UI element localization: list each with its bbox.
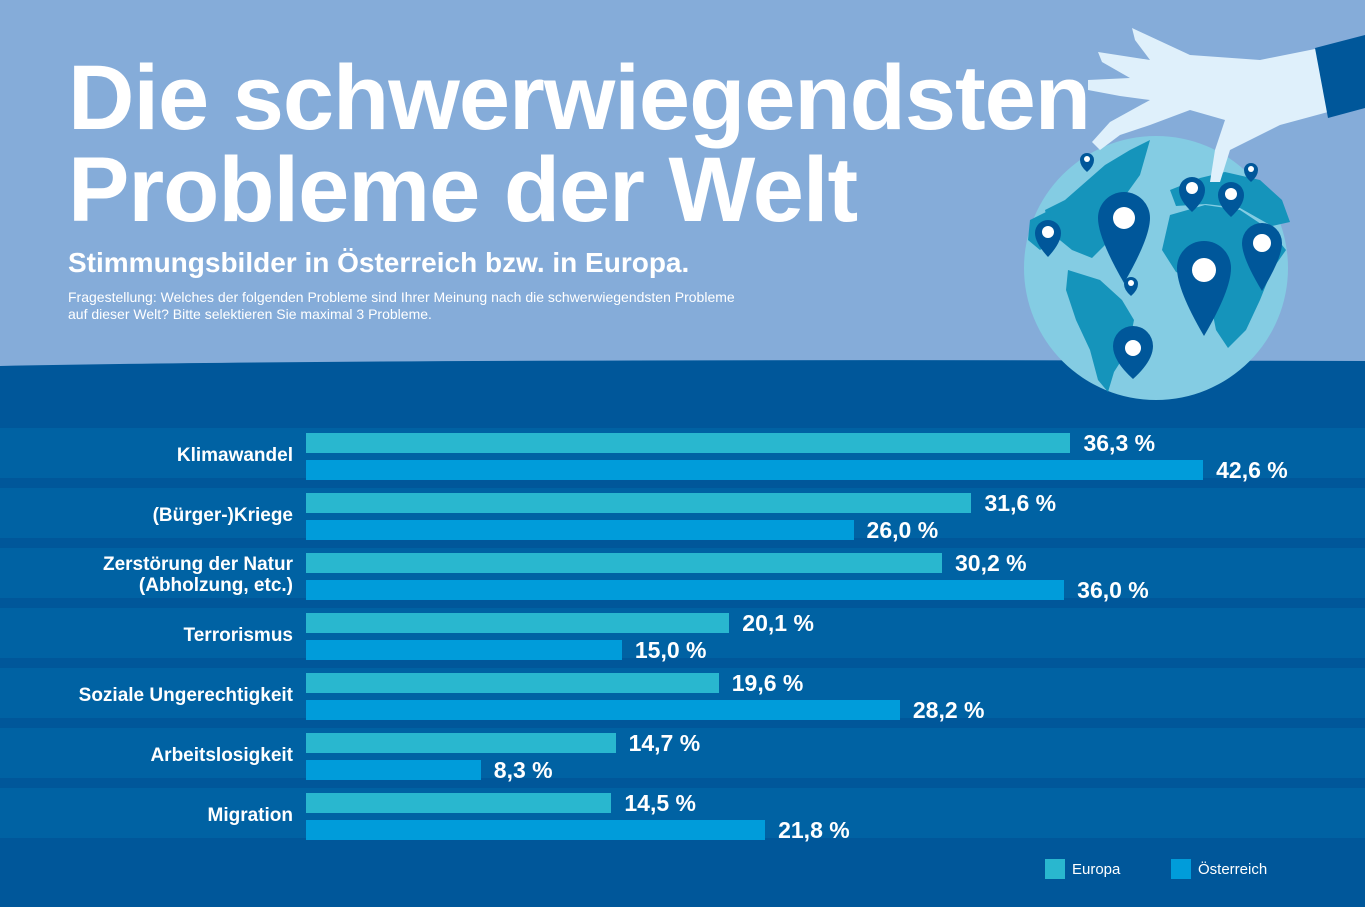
data-label: 19,6 % bbox=[731, 670, 804, 696]
bar-oesterreich bbox=[306, 760, 481, 780]
data-label: 36,0 % bbox=[1077, 577, 1149, 603]
bar-europa bbox=[306, 673, 719, 693]
question-line-2: auf dieser Welt? Bitte selektieren Sie m… bbox=[68, 306, 432, 322]
map-pin-icon bbox=[1035, 153, 1282, 379]
page-subtitle: Stimmungsbilder in Österreich bzw. in Eu… bbox=[68, 247, 690, 278]
category-label: (Bürger-)Kriege bbox=[153, 505, 293, 526]
globe-hand-illustration bbox=[1024, 28, 1365, 400]
category-label: Soziale Ungerechtigkeit bbox=[79, 685, 293, 706]
survey-question: Fragestellung: Welches der folgenden Pro… bbox=[68, 289, 848, 323]
title-line-2: Probleme der Welt bbox=[68, 139, 858, 241]
category-label-line: Klimawandel bbox=[176, 445, 293, 466]
row-band bbox=[0, 728, 1365, 778]
title-line-1: Die schwerwiegendsten bbox=[68, 47, 1091, 149]
bar-oesterreich bbox=[306, 460, 1204, 480]
category-label-line: (Abholzung, etc.) bbox=[138, 575, 293, 596]
legend-swatch-oesterreich bbox=[1171, 859, 1191, 879]
bar-europa bbox=[306, 733, 616, 753]
question-line-1: Fragestellung: Welches der folgenden Pro… bbox=[68, 289, 735, 305]
category-label: Klimawandel bbox=[177, 445, 293, 466]
data-label: 28,2 % bbox=[912, 697, 985, 723]
bar-oesterreich bbox=[306, 700, 900, 720]
bar-europa bbox=[306, 553, 942, 573]
category-label-line: Zerstörung der Natur bbox=[102, 554, 293, 575]
data-label: 8,3 % bbox=[493, 757, 553, 783]
data-label: 36,3 % bbox=[1083, 430, 1156, 456]
data-label: 20,1 % bbox=[742, 610, 814, 636]
category-label-line: Arbeitslosigkeit bbox=[150, 745, 293, 766]
legend-label-oesterreich: Österreich bbox=[1198, 860, 1268, 878]
legend-item-europa: Europa bbox=[1045, 859, 1120, 879]
category-label-line: Terrorismus bbox=[183, 625, 293, 646]
data-label: 31,6 % bbox=[984, 490, 1057, 516]
bar-oesterreich bbox=[306, 640, 622, 660]
legend-label-europa: Europa bbox=[1072, 860, 1121, 878]
category-label-line: (Bürger-)Kriege bbox=[152, 505, 293, 526]
data-label: 42,6 % bbox=[1216, 457, 1288, 483]
bar-europa bbox=[306, 613, 730, 633]
bar-europa bbox=[306, 433, 1071, 453]
bar-europa bbox=[306, 793, 612, 813]
bar-europa bbox=[306, 493, 972, 513]
bar-oesterreich bbox=[306, 820, 766, 840]
hand-icon bbox=[1088, 28, 1365, 182]
category-label: Migration bbox=[208, 805, 294, 826]
category-label-line: Migration bbox=[207, 805, 294, 826]
data-label: 14,7 % bbox=[628, 730, 701, 756]
legend-swatch-europa bbox=[1045, 859, 1065, 879]
data-label: 30,2 % bbox=[955, 550, 1027, 576]
category-label: Terrorismus bbox=[184, 625, 293, 646]
data-label: 15,0 % bbox=[634, 637, 707, 663]
category-label: Arbeitslosigkeit bbox=[150, 745, 293, 766]
bar-oesterreich bbox=[306, 520, 854, 540]
data-label: 21,8 % bbox=[778, 817, 850, 843]
bar-oesterreich bbox=[306, 580, 1065, 600]
data-label: 26,0 % bbox=[866, 517, 939, 543]
legend-item-oesterreich: Österreich bbox=[1171, 859, 1267, 879]
category-label-line: Soziale Ungerechtigkeit bbox=[78, 685, 293, 706]
data-label: 14,5 % bbox=[624, 790, 696, 816]
page-title: Die schwerwiegendsten Probleme der Welt bbox=[68, 52, 1091, 236]
category-label: Zerstörung der Natur (Abholzung, etc.) bbox=[103, 554, 293, 596]
